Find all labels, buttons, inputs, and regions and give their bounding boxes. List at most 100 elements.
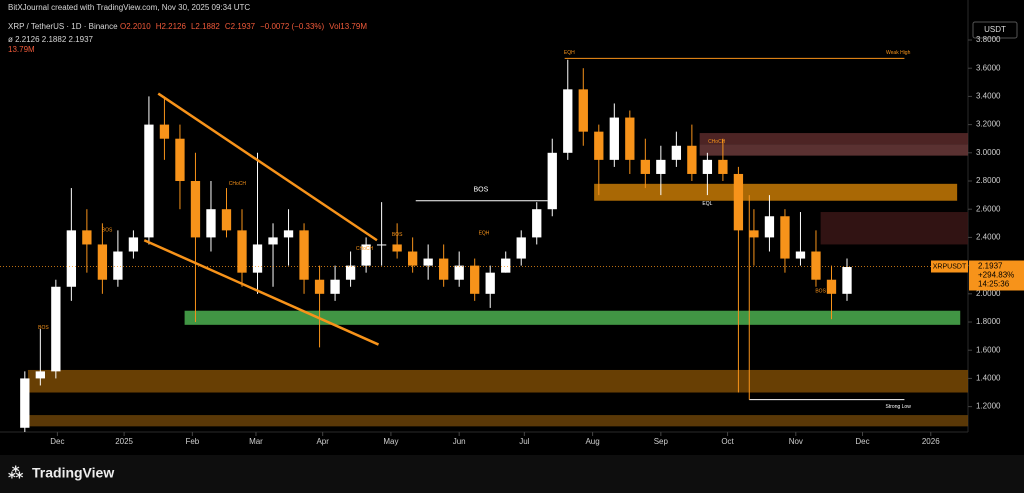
candle-body	[733, 173, 744, 231]
annotation: BOS	[392, 232, 403, 238]
candle-body	[578, 89, 588, 132]
annotation: BOS	[38, 325, 49, 331]
x-tick-label: Dec	[855, 437, 869, 446]
candle-body	[625, 117, 635, 160]
x-tick-label: Apr	[316, 437, 329, 446]
y-tick-label: 2.8000	[976, 176, 1001, 185]
candle-body	[594, 131, 604, 160]
candle-body	[299, 230, 309, 280]
annotation: BOS	[815, 288, 826, 294]
x-tick-label: 2026	[922, 437, 940, 446]
candle-body	[795, 251, 806, 259]
candle-body	[470, 265, 480, 294]
zone	[184, 310, 961, 325]
annotation: CHoCH	[356, 246, 374, 252]
candle-body	[749, 230, 759, 238]
x-tick-label: Mar	[249, 437, 263, 446]
candle-body	[656, 159, 666, 174]
annotation: BOS	[473, 186, 488, 193]
annotation: Strong Low	[886, 404, 912, 410]
candle-body	[221, 209, 232, 231]
y-tick-label: 1.6000	[976, 345, 1001, 354]
y-tick-label: 2.6000	[976, 204, 1001, 213]
candle-body	[826, 279, 837, 294]
annotation: EQH	[479, 231, 490, 237]
zone	[27, 415, 968, 427]
ohlc-value: O2.2010	[120, 22, 151, 31]
ohlc-value: H2.2126	[156, 22, 187, 31]
candle-body	[113, 251, 123, 280]
price-tag-box	[969, 260, 1024, 291]
candle-body	[314, 279, 325, 294]
candle-body	[51, 286, 61, 372]
volume-label: 13.79M	[8, 45, 35, 54]
footer	[0, 455, 1024, 493]
candle-body	[97, 244, 108, 280]
candle-body	[252, 244, 263, 273]
brand: TradingView	[32, 465, 114, 481]
candle-body	[407, 251, 418, 266]
ohlc-value: L2.1882	[191, 22, 220, 31]
zone	[27, 369, 968, 393]
candle-body	[361, 244, 371, 266]
x-tick-label: Oct	[721, 437, 734, 446]
candle-body	[702, 159, 713, 174]
x-tick-label: Jun	[453, 437, 466, 446]
price-tag-symbol: XRPUSDT	[933, 263, 967, 270]
candle-body	[563, 89, 573, 153]
y-tick-label: 1.2000	[976, 402, 1001, 411]
ohlc-value: Vol13.79M	[329, 22, 367, 31]
candle-body	[206, 209, 216, 238]
zone	[820, 212, 968, 245]
y-tick-label: 3.8000	[976, 35, 1001, 44]
x-tick-label: 2025	[115, 437, 133, 446]
candle-body	[439, 258, 449, 280]
ohlc-value: −0.0072 (−0.33%)	[260, 22, 324, 31]
annotation: EQL	[702, 201, 712, 207]
annotation: CHoCH	[229, 181, 247, 187]
candle-body	[159, 124, 170, 139]
candle-body	[128, 237, 139, 252]
candle-body	[640, 159, 650, 174]
candle-body	[237, 230, 247, 273]
y-tick-label: 2.4000	[976, 233, 1001, 242]
candle-body	[547, 152, 557, 210]
logo-mark: ⁂	[8, 465, 24, 482]
y-tick-label: 2.0000	[976, 289, 1001, 298]
symbol: XRP / TetherUS · 1D · Binance	[8, 22, 118, 31]
annotation: Weak High	[886, 50, 911, 56]
currency[interactable]: USDT	[984, 25, 1006, 34]
candle-body	[842, 267, 852, 294]
annotation: EQH	[564, 50, 575, 56]
indicator: ø 2.2126 2.1882 2.1937	[8, 35, 94, 44]
candle-body	[175, 138, 185, 182]
y-tick-label: 1.4000	[976, 374, 1001, 383]
drawn-line	[143, 239, 380, 346]
x-tick-label: Dec	[50, 437, 64, 446]
candle-body	[609, 117, 619, 160]
candle-body	[376, 244, 387, 246]
y-tick-label: 3.6000	[976, 63, 1001, 72]
candle-body	[144, 124, 154, 238]
zone	[699, 144, 968, 156]
zone	[699, 133, 968, 145]
y-tick-label: 3.4000	[976, 92, 1001, 101]
x-tick-label: Aug	[585, 437, 599, 446]
candle-body	[283, 230, 294, 238]
candle-body	[671, 145, 682, 160]
price-tag-countdown: 14:25:36	[978, 280, 1010, 289]
candle-body	[501, 258, 511, 273]
y-tick-label: 3.0000	[976, 148, 1001, 157]
x-tick-label: Sep	[654, 437, 669, 446]
candle-body	[485, 272, 495, 294]
x-tick-label: Nov	[789, 437, 803, 446]
annotation: BOS	[102, 228, 113, 234]
candle-body	[532, 209, 542, 238]
credit: BitXJournal created with TradingView.com…	[8, 3, 250, 12]
currency-button[interactable]	[972, 21, 1018, 39]
x-tick-label: Feb	[185, 437, 199, 446]
price-tag-symbol-box	[931, 260, 968, 273]
y-tick-label: 1.8000	[976, 317, 1001, 326]
